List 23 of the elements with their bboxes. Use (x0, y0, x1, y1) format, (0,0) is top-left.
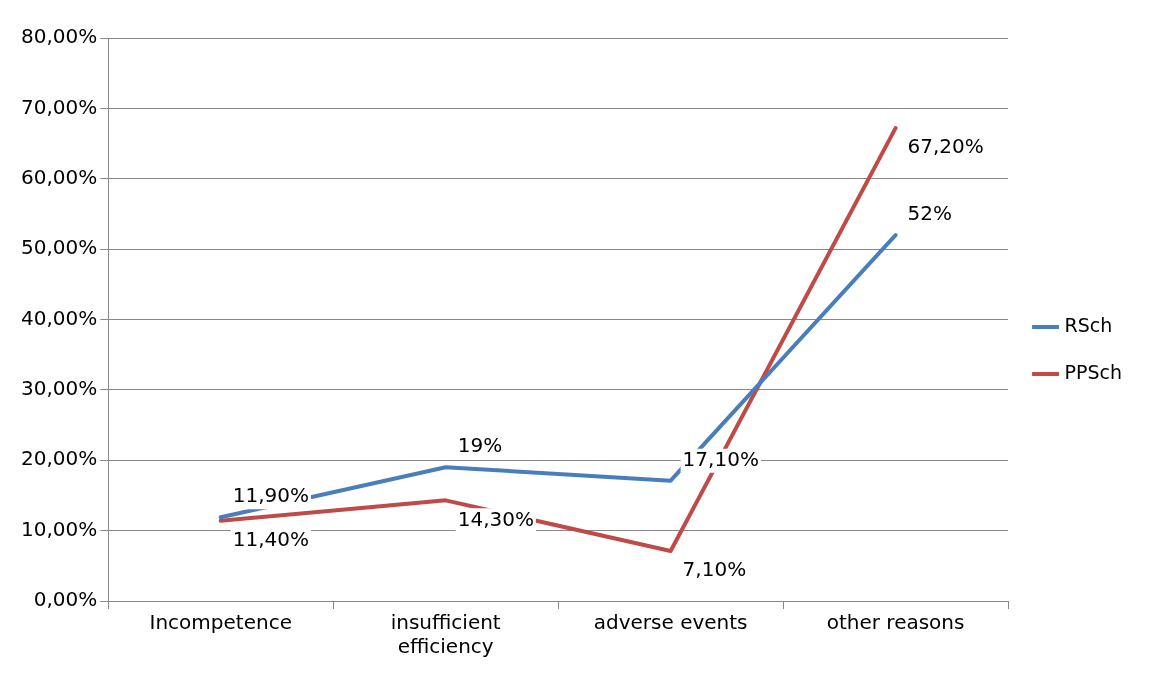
y-tick-label: 80,00% (20, 24, 98, 49)
x-tick-label: other reasons (826, 610, 965, 635)
legend-label: RSch (1064, 313, 1113, 336)
data-label: 67,20% (907, 134, 984, 159)
legend-label: PPSch (1064, 360, 1122, 383)
data-label: 17,10% (682, 446, 759, 471)
y-tick-label: 10,00% (20, 516, 98, 541)
data-label: 7,10% (682, 557, 747, 582)
y-tick-label: 60,00% (20, 164, 98, 189)
y-tick-label: 0,00% (33, 587, 98, 612)
data-label: 52% (907, 201, 953, 226)
data-label: 14,30% (457, 506, 534, 531)
data-label: 19% (457, 433, 503, 458)
x-tick-label: adverse events (593, 610, 748, 635)
data-label: 11,90% (232, 483, 309, 508)
y-tick-label: 20,00% (20, 446, 98, 471)
data-label: 11,40% (232, 526, 309, 551)
x-tick-label: insufficient efficiency (390, 610, 501, 659)
x-tick-label: Incompetence (149, 610, 292, 635)
y-tick-label: 70,00% (20, 94, 98, 119)
y-tick-label: 30,00% (20, 376, 98, 401)
y-tick-label: 40,00% (20, 305, 98, 330)
y-tick-label: 50,00% (20, 235, 98, 260)
